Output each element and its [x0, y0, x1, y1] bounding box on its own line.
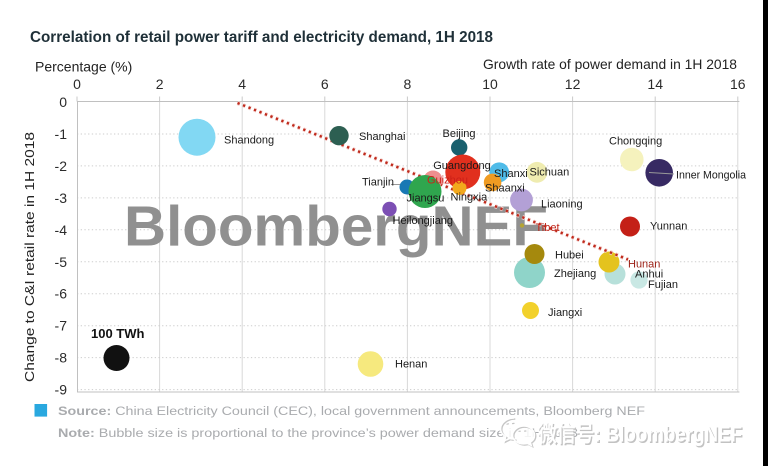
svg-text:-3: -3 [55, 190, 68, 206]
svg-text:微信号: BloombergNEF: 微信号: BloombergNEF [538, 423, 743, 448]
svg-text:Chongqing: Chongqing [609, 136, 662, 148]
svg-text:Henan: Henan [395, 359, 427, 371]
svg-text:-4: -4 [55, 222, 68, 238]
svg-text:Liaoning: Liaoning [541, 199, 583, 211]
svg-text:-8: -8 [55, 350, 68, 366]
svg-text:100 TWh: 100 TWh [91, 326, 145, 341]
svg-text:0: 0 [59, 94, 67, 110]
svg-text:Shanxi: Shanxi [494, 168, 528, 180]
svg-text:Percentage (%): Percentage (%) [35, 59, 132, 75]
svg-text:16: 16 [730, 76, 746, 92]
svg-text:Yunnan: Yunnan [650, 221, 687, 233]
svg-text:10: 10 [482, 76, 498, 92]
svg-text:12: 12 [565, 76, 581, 92]
svg-text:Inner Mongolia: Inner Mongolia [676, 170, 747, 182]
svg-text:Shaanxi: Shaanxi [485, 183, 525, 195]
svg-text:14: 14 [647, 76, 663, 92]
svg-text:4: 4 [238, 76, 246, 92]
svg-text:Hubei: Hubei [555, 250, 584, 262]
svg-text:BloombergNEF: BloombergNEF [124, 195, 548, 258]
svg-text:-2: -2 [55, 158, 68, 174]
svg-text:2: 2 [156, 76, 164, 92]
svg-text:Heilongjiang: Heilongjiang [393, 215, 454, 227]
svg-text:0: 0 [73, 76, 81, 92]
svg-text:Tibet: Tibet [536, 222, 560, 234]
svg-text:Hunan: Hunan [628, 259, 660, 271]
svg-text:Jiangxi: Jiangxi [548, 307, 582, 319]
svg-text:Correlation of retail power ta: Correlation of retail power tariff and e… [30, 29, 493, 46]
svg-text:Note: Bubble size is proportio: Note: Bubble size is proportional to the… [58, 426, 578, 440]
svg-text:-1: -1 [55, 126, 68, 142]
svg-text:Source: China Electricity Coun: Source: China Electricity Council (CEC),… [58, 404, 646, 418]
svg-text:Tianjin: Tianjin [362, 177, 394, 189]
svg-text:Zhejiang: Zhejiang [554, 268, 596, 280]
svg-text:-9: -9 [55, 382, 68, 398]
svg-text:Sichuan: Sichuan [530, 167, 570, 179]
svg-text:Guizhou: Guizhou [427, 175, 468, 187]
svg-text:6: 6 [321, 76, 329, 92]
svg-text:-5: -5 [55, 254, 68, 270]
svg-text:Guangdong: Guangdong [433, 160, 491, 172]
svg-text:-6: -6 [55, 286, 68, 302]
svg-text:Change to C&I retail rate in 1: Change to C&I retail rate in 1H 2018 [22, 132, 37, 382]
svg-text:8: 8 [404, 76, 412, 92]
svg-text:Anhui: Anhui [635, 269, 663, 281]
svg-text:微信号: BloombergNEF: 微信号: BloombergNEF [537, 422, 742, 447]
svg-text:Beijing: Beijing [442, 128, 475, 140]
svg-text:Fujian: Fujian [648, 279, 678, 291]
svg-text:-7: -7 [55, 318, 68, 334]
svg-text:Shandong: Shandong [224, 135, 274, 147]
svg-text:Jiangsu: Jiangsu [407, 193, 445, 205]
svg-text:Ningxia: Ningxia [451, 192, 489, 204]
svg-text:Shanghai: Shanghai [359, 131, 406, 143]
svg-text:Growth rate of power demand in: Growth rate of power demand in 1H 2018 [483, 57, 737, 72]
